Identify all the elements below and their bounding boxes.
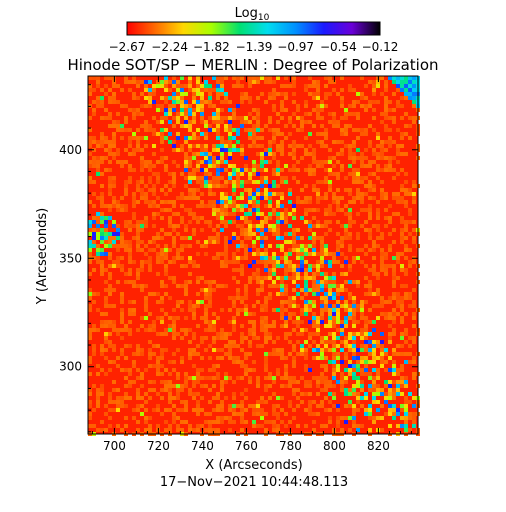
chart-title: Hinode SOT/SP − MERLIN : Degree of Polar… (67, 56, 438, 74)
y-tick-label: 300 (59, 360, 82, 374)
x-axis: 700 720 740 760 780 800 820 (91, 76, 412, 453)
colorbar-tick-label: −2.24 (151, 40, 188, 54)
heatmap (88, 76, 420, 436)
y-tick-label: 350 (59, 251, 82, 265)
y-tick-label: 400 (59, 143, 82, 157)
colorbar-label: Log10 (235, 6, 270, 23)
colorbar-tick-label: −1.82 (193, 40, 230, 54)
x-axis-label: X (Arcseconds) (205, 458, 302, 473)
timestamp: 17−Nov−2021 10:44:48.113 (160, 475, 348, 490)
colorbar-tick-label: −0.12 (362, 40, 399, 54)
colorbar-tick-label: −2.67 (109, 40, 146, 54)
x-tick-label: 760 (235, 439, 258, 453)
colorbar-ticks: −2.67 −2.24 −1.82 −1.39 −0.97 −0.54 −0.12 (109, 40, 399, 54)
x-tick-label: 780 (279, 439, 302, 453)
plot-area (87, 75, 420, 436)
x-tick-label: 820 (367, 439, 390, 453)
x-tick-label: 700 (103, 439, 126, 453)
colorbar-label-subscript: 10 (258, 13, 270, 23)
colorbar-tick-label: −0.54 (320, 40, 357, 54)
y-axis: 300 350 400 (59, 84, 418, 433)
x-tick-label: 800 (323, 439, 346, 453)
plot-frame (87, 75, 419, 435)
x-tick-label: 720 (147, 439, 170, 453)
colorbar (126, 21, 381, 36)
y-axis-label: Y (Arcseconds) (35, 208, 50, 305)
colorbar-tick-label: −1.39 (236, 40, 273, 54)
colorbar-tick-label: −0.97 (277, 40, 314, 54)
x-tick-label: 740 (191, 439, 214, 453)
